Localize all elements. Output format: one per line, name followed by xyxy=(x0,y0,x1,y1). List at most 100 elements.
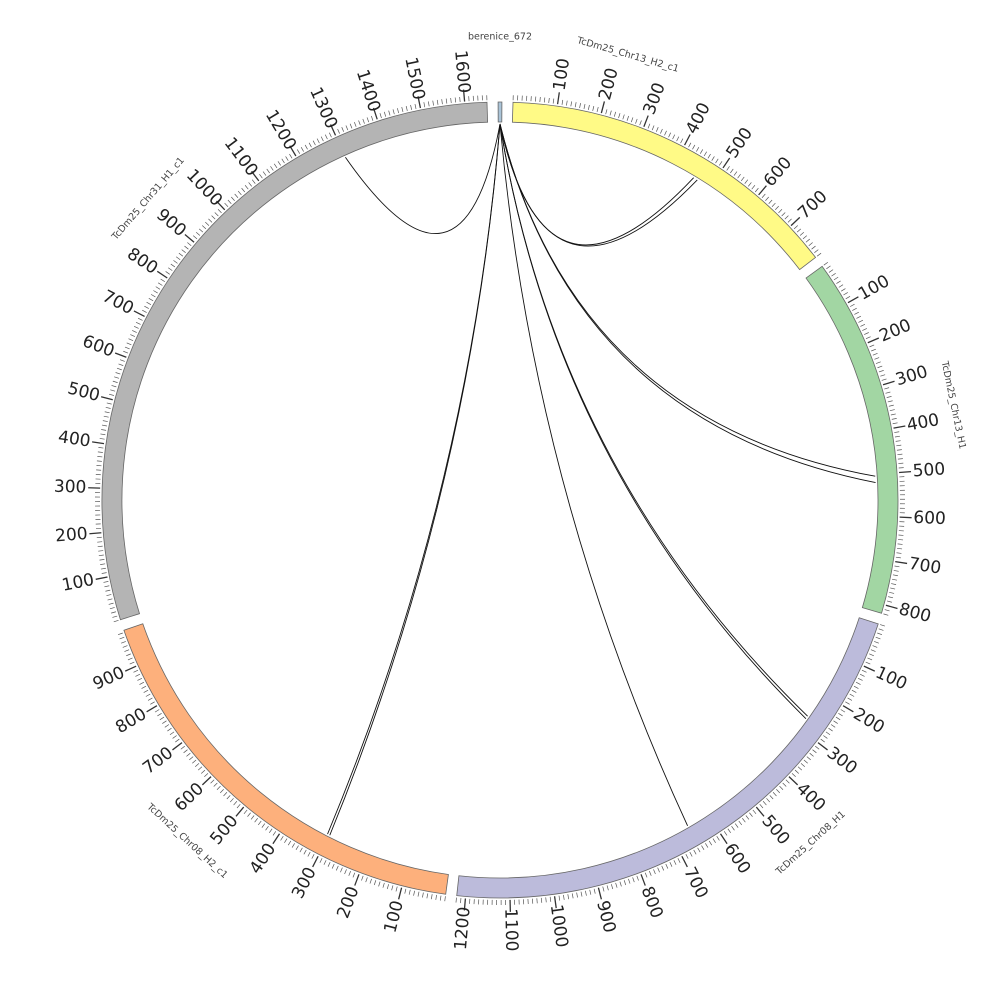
minor-tick xyxy=(414,103,417,109)
minor-tick xyxy=(382,882,385,888)
minor-tick xyxy=(680,138,684,144)
major-tick xyxy=(156,270,168,279)
tick-label: 600 xyxy=(720,840,755,878)
minor-tick xyxy=(869,653,874,657)
minor-tick xyxy=(392,109,395,115)
minor-tick xyxy=(144,305,149,309)
minor-tick xyxy=(854,311,859,315)
minor-tick xyxy=(726,166,730,171)
minor-tick xyxy=(201,225,207,230)
minor-tick xyxy=(699,149,704,154)
minor-tick xyxy=(439,895,442,901)
segment-TcDm25_Chr31_H1_c1 xyxy=(101,101,489,621)
tick-label: 200 xyxy=(54,524,88,547)
minor-tick xyxy=(894,435,900,438)
minor-tick xyxy=(639,120,642,126)
minor-tick xyxy=(602,886,605,892)
minor-tick xyxy=(896,449,902,451)
minor-tick xyxy=(826,265,831,270)
minor-tick xyxy=(672,134,676,140)
minor-tick xyxy=(104,411,110,414)
minor-tick xyxy=(291,843,295,848)
minor-tick xyxy=(849,693,855,697)
minor-tick xyxy=(549,896,552,902)
minor-tick xyxy=(606,885,609,891)
minor-tick xyxy=(708,840,713,846)
minor-tick xyxy=(229,798,234,803)
minor-tick xyxy=(97,451,103,453)
minor-tick xyxy=(858,319,864,323)
major-tick xyxy=(417,96,422,109)
minor-tick xyxy=(874,357,880,360)
minor-tick xyxy=(157,713,162,717)
tick-label: 900 xyxy=(592,899,619,935)
minor-tick xyxy=(636,875,639,881)
segment-TcDm25_Chr08_H1 xyxy=(456,617,879,899)
minor-tick xyxy=(111,611,117,614)
major-tick xyxy=(817,742,828,751)
link-6 xyxy=(499,123,688,827)
minor-tick xyxy=(244,185,249,190)
minor-tick xyxy=(705,843,709,848)
minor-tick xyxy=(890,587,896,590)
minor-tick xyxy=(112,380,118,383)
minor-tick xyxy=(344,869,347,875)
minor-tick xyxy=(340,867,343,873)
minor-tick xyxy=(677,858,681,863)
minor-tick xyxy=(210,779,215,784)
minor-tick xyxy=(697,847,701,853)
minor-tick xyxy=(130,334,136,337)
minor-tick xyxy=(150,701,155,705)
minor-tick xyxy=(445,98,448,104)
minor-tick xyxy=(349,123,353,129)
minor-tick xyxy=(696,146,700,152)
minor-tick xyxy=(734,823,739,828)
minor-tick xyxy=(892,422,898,425)
minor-tick xyxy=(867,657,873,661)
minor-tick xyxy=(895,440,901,442)
major-tick xyxy=(755,806,765,817)
minor-tick xyxy=(712,838,716,844)
minor-tick xyxy=(811,245,816,250)
major-tick xyxy=(146,705,158,713)
major-tick xyxy=(372,107,378,120)
minor-tick xyxy=(397,108,399,114)
minor-tick xyxy=(673,860,677,865)
minor-tick xyxy=(319,858,323,863)
minor-tick xyxy=(744,179,749,184)
minor-tick xyxy=(432,100,434,106)
minor-tick xyxy=(107,598,113,601)
minor-tick xyxy=(105,589,111,592)
major-tick xyxy=(329,124,337,136)
minor-tick xyxy=(97,456,103,458)
minor-tick xyxy=(897,547,903,550)
minor-tick xyxy=(855,681,861,685)
minor-tick xyxy=(861,669,867,673)
minor-tick xyxy=(891,418,897,420)
minor-tick xyxy=(159,716,165,721)
minor-tick xyxy=(165,271,170,275)
minor-tick xyxy=(857,677,863,681)
minor-tick xyxy=(816,252,822,257)
tick-label: 100 xyxy=(60,570,96,596)
minor-tick xyxy=(693,849,697,855)
minor-tick xyxy=(740,176,745,182)
tick-label: 100 xyxy=(550,57,574,92)
tick-label: 1600 xyxy=(450,49,474,94)
minor-tick xyxy=(823,261,829,266)
minor-tick xyxy=(146,301,152,305)
minor-tick xyxy=(354,121,357,127)
major-tick xyxy=(312,855,319,868)
minor-tick xyxy=(164,724,170,728)
minor-tick xyxy=(668,132,671,138)
minor-tick xyxy=(197,766,203,771)
minor-tick xyxy=(809,752,814,757)
minor-tick xyxy=(126,653,131,657)
minor-tick xyxy=(142,309,147,313)
minor-tick xyxy=(327,862,331,867)
major-tick xyxy=(640,874,646,886)
minor-tick xyxy=(838,284,844,288)
minor-tick xyxy=(759,803,764,809)
minor-tick xyxy=(172,735,177,739)
